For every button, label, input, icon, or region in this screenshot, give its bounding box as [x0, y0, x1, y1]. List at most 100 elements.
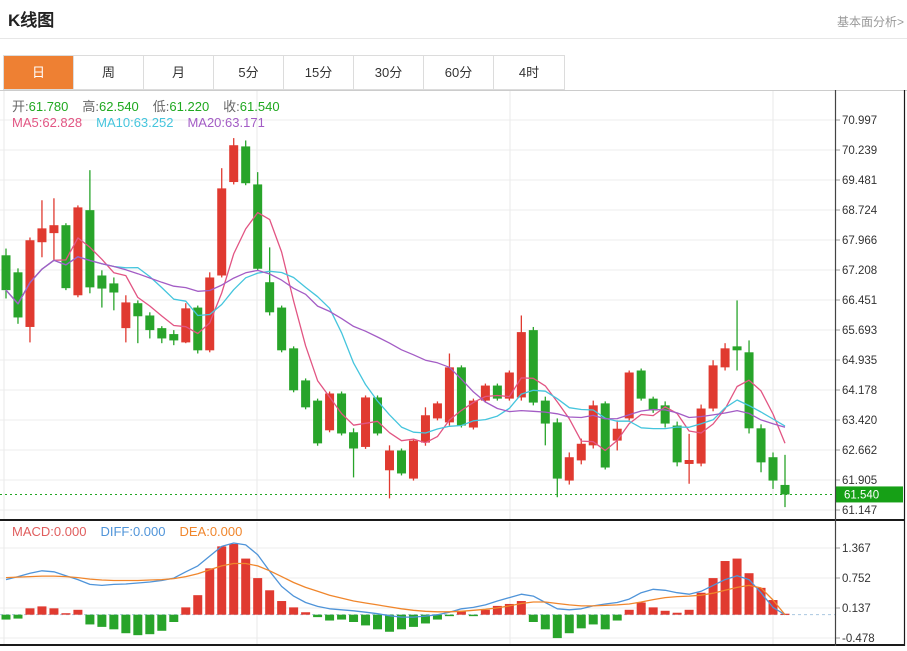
candle-body — [708, 365, 718, 409]
candle-body — [265, 282, 275, 313]
macd-bar — [480, 609, 490, 615]
candle-body — [456, 367, 466, 426]
candle-body — [396, 450, 406, 474]
macd-bar — [277, 601, 287, 615]
macd-bar — [181, 607, 191, 615]
macd-axis-label: 0.752 — [842, 573, 871, 585]
macd-bar — [744, 573, 754, 615]
header: K线图 基本面分析> — [0, 0, 907, 39]
candle-body — [145, 315, 155, 331]
current-price-badge-text: 61.540 — [844, 489, 879, 501]
price-axis-label: 66.451 — [842, 295, 877, 307]
macd-bar — [265, 590, 275, 615]
candle-body — [636, 370, 646, 399]
macd-bar — [157, 614, 167, 631]
price-axis-label: 61.905 — [842, 475, 877, 487]
macd-bar — [528, 614, 538, 622]
price-axis-label: 67.208 — [842, 265, 877, 277]
candle-body — [624, 372, 634, 419]
macd-bar — [564, 614, 574, 634]
candle-body — [552, 422, 562, 479]
diff-line — [5, 542, 786, 618]
macd-bar — [624, 609, 634, 615]
candle-body — [121, 302, 131, 329]
candle-body — [744, 352, 754, 429]
candle-body — [780, 484, 790, 495]
candle-body — [660, 405, 670, 424]
tab-period-3[interactable]: 月 — [144, 56, 214, 89]
candle-body — [37, 228, 47, 243]
candle-body — [480, 385, 490, 401]
macd-bar — [516, 601, 526, 615]
macd-bar — [205, 568, 215, 615]
candle-body — [420, 415, 430, 443]
macd-bar — [648, 607, 658, 615]
candle-body — [301, 380, 311, 408]
macd-bar — [612, 614, 622, 621]
tab-period-7[interactable]: 60分 — [424, 56, 494, 89]
macd-axis-label: -0.478 — [842, 633, 875, 645]
macd-bar — [504, 603, 514, 615]
candlestick-chart[interactable]: 70.997 70.239 69.481 68.724 67.966 67.208 66.4… — [0, 90, 907, 651]
tab-period-2[interactable]: 周 — [74, 56, 144, 89]
candle-body — [564, 457, 574, 481]
tab-period-5[interactable]: 15分 — [284, 56, 354, 89]
macd-bar — [396, 614, 406, 630]
macd-bar — [385, 614, 395, 632]
candle-body — [181, 308, 191, 343]
candle-body — [504, 372, 514, 399]
macd-bar — [444, 614, 454, 617]
macd-bar — [301, 612, 311, 615]
macd-bar — [61, 613, 71, 615]
macd-bar — [373, 614, 383, 630]
macd-bar — [684, 609, 694, 615]
candle-body — [768, 457, 778, 481]
macd-bar — [660, 610, 670, 615]
candle-body — [732, 346, 742, 351]
period-tab-bar: 日周月 5分 15分 30分 60分 4时 — [3, 55, 565, 90]
candle-body — [157, 328, 167, 339]
tab-period-8[interactable]: 4时 — [494, 56, 564, 89]
macd-axis-label: 1.367 — [842, 543, 871, 555]
macd-bar — [468, 614, 478, 617]
macd-bar — [408, 614, 418, 627]
macd-bar — [672, 612, 682, 615]
candle-body — [468, 400, 478, 428]
tab-period-1[interactable]: 日 — [4, 56, 74, 89]
price-axis-label: 62.662 — [842, 445, 877, 457]
candle-body — [277, 307, 287, 351]
candle-body — [684, 459, 694, 464]
macd-bar — [432, 614, 442, 620]
chart-area[interactable]: 70.997 70.239 69.481 68.724 67.966 67.208 66.4… — [0, 90, 907, 651]
candle-body — [289, 348, 299, 391]
fundamental-analysis-link[interactable]: 基本面分析> — [836, 15, 904, 29]
macd-bar — [169, 614, 179, 622]
macd-bar — [325, 614, 335, 621]
macd-bar — [37, 606, 47, 615]
macd-bar — [13, 614, 23, 619]
tab-period-6[interactable]: 30分 — [354, 56, 424, 89]
candle-body — [73, 207, 83, 296]
candle-body — [600, 403, 610, 468]
candle-body — [385, 450, 395, 471]
candle-body — [696, 408, 706, 464]
candle-body — [528, 330, 538, 403]
price-axis-label: 70.239 — [842, 145, 877, 157]
macd-bar — [420, 614, 430, 624]
candle-body — [373, 397, 383, 434]
macd-bar — [1, 614, 11, 620]
macd-bar — [49, 608, 59, 615]
price-axis-label: 64.935 — [842, 355, 877, 367]
candle-body — [672, 425, 682, 463]
candle-body — [492, 385, 502, 399]
macd-bar — [349, 614, 359, 622]
macd-bar — [289, 607, 299, 615]
macd-bar — [145, 614, 155, 635]
candle-body — [432, 403, 442, 419]
candle-body — [588, 405, 598, 446]
candle-body — [229, 145, 239, 183]
tab-period-4[interactable]: 5分 — [214, 56, 284, 89]
price-axis-label: 70.997 — [842, 115, 877, 127]
macd-bar — [313, 614, 323, 618]
macd-axis-label: 0.137 — [842, 603, 871, 615]
